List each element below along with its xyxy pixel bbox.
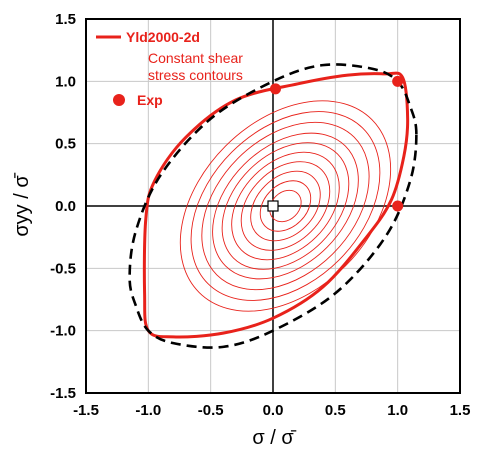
plot-frame [85, 18, 461, 394]
dashed-yield-locus [128, 63, 418, 349]
y-tick-label: -1.5 [50, 385, 76, 402]
x-axis-label: σ / σ̄ [252, 427, 296, 449]
y-axis-label: σyy / σ̄ [11, 172, 33, 236]
shear-contour [190, 111, 381, 301]
exp-point [269, 83, 281, 95]
y-tick-label: 0.0 [55, 198, 76, 215]
y-tick-label: 1.0 [55, 73, 76, 90]
x-tick-label: 1.0 [387, 402, 408, 419]
shear-contour [221, 142, 350, 270]
yld2000-curve [142, 71, 410, 339]
y-tick-label: 1.5 [55, 11, 76, 28]
legend-marker-exp [113, 94, 125, 106]
x-tick-label: -0.5 [198, 402, 224, 419]
shear-contour [179, 100, 392, 312]
y-tick-label: 0.5 [55, 136, 76, 153]
x-tick-label: -1.5 [73, 402, 99, 419]
contour-layer [179, 100, 392, 312]
legend-label-yld2000: Yld2000-2d [126, 29, 200, 45]
shear-contour [240, 161, 331, 251]
shear-contour [269, 189, 302, 223]
shear-contour [201, 121, 370, 291]
tick-layer: -1.5 -1.0 -0.5 0.0 0.5 1.0 1.5 1.5 1.0 0.5 0.0 -0.5… [50, 11, 470, 419]
series-layer [128, 63, 418, 349]
y-tick-label: -1.0 [50, 323, 76, 340]
shear-contour [212, 132, 359, 280]
shear-contour [259, 180, 312, 232]
shear-contour [231, 151, 340, 261]
legend-label-exp: Exp [137, 92, 163, 108]
center-marker [267, 200, 279, 212]
exp-point [392, 200, 404, 212]
marker-layer [267, 75, 404, 212]
exp-point [392, 75, 404, 87]
legend-label-contours-line: Constant shear [148, 50, 243, 66]
x-tick-label: -1.0 [135, 402, 161, 419]
x-tick-label: 0.0 [263, 402, 284, 419]
y-tick-label: -0.5 [50, 260, 76, 277]
x-tick-label: 1.5 [450, 402, 471, 419]
x-tick-label: 0.5 [325, 402, 346, 419]
shear-contour [250, 170, 321, 242]
legend-label-contours-line: stress contours [148, 67, 243, 83]
